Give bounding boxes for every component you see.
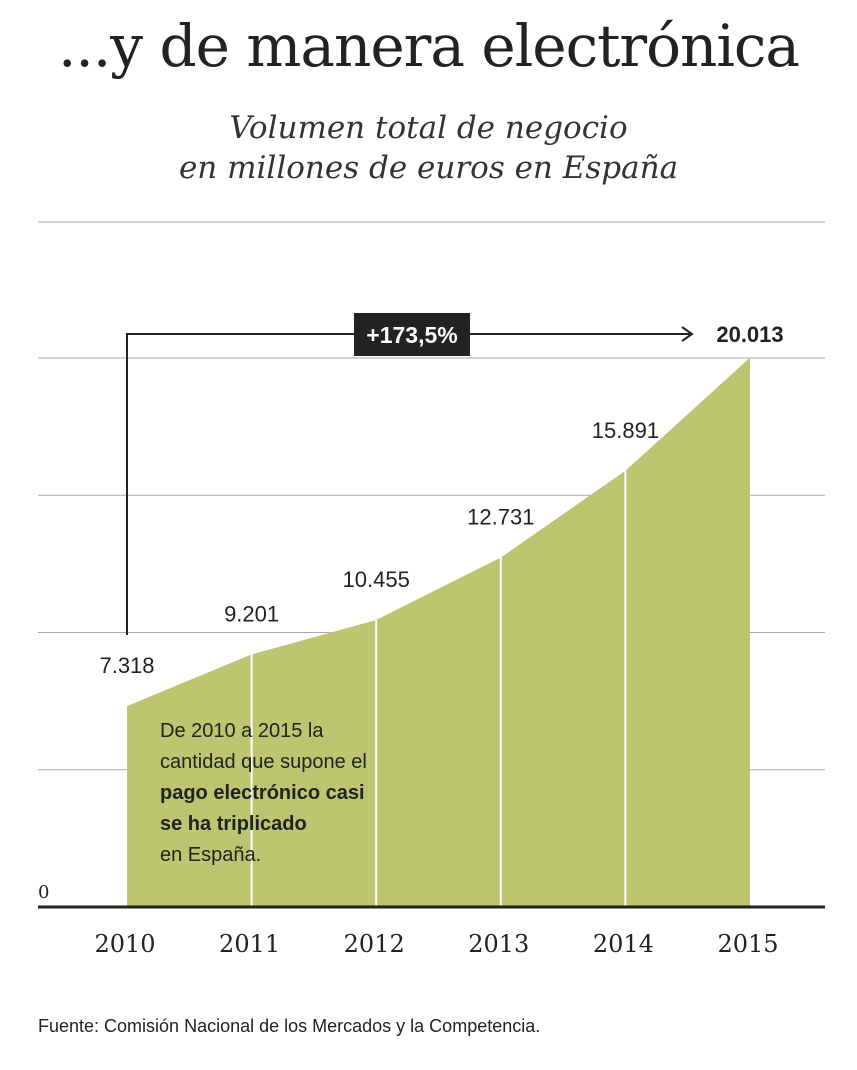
- x-tick-label: 2013: [468, 930, 529, 958]
- data-label: 9.201: [224, 601, 279, 626]
- data-label: 7.318: [99, 653, 154, 678]
- x-tick-label: 2015: [717, 930, 778, 958]
- data-label: 15.891: [592, 418, 659, 443]
- data-label: 12.731: [467, 505, 534, 530]
- arrow-icon: [681, 326, 694, 342]
- note-line: en España.: [160, 844, 262, 866]
- zero-label: 0: [38, 882, 49, 903]
- area-fill: [127, 357, 750, 907]
- growth-badge: [354, 313, 470, 356]
- note-line: De 2010 a 2015 la: [160, 720, 324, 742]
- subtitle-line-2: en millones de euros en España: [178, 150, 679, 186]
- chart-note: De 2010 a 2015 la cantidad que supone el…: [160, 716, 367, 871]
- growth-badge-label: +173,5%: [366, 322, 457, 348]
- x-tick-label: 2011: [219, 930, 280, 958]
- x-tick-label: 2014: [593, 930, 654, 958]
- note-bold-line: pago electrónico casi: [160, 782, 365, 804]
- x-tick-label: 2010: [94, 930, 155, 958]
- page-title: ...y de manera electrónica: [58, 12, 800, 80]
- data-label: 10.455: [343, 567, 410, 592]
- subtitle-line-1: Volumen total de negocio: [229, 110, 628, 146]
- note-line: cantidad que supone el: [160, 751, 367, 773]
- source-note: Fuente: Comisión Nacional de los Mercado…: [38, 1016, 541, 1036]
- growth-bracket: [126, 333, 690, 635]
- data-label: 20.013: [716, 322, 783, 347]
- note-bold-line: se ha triplicado: [160, 813, 307, 835]
- x-tick-label: 2012: [344, 930, 405, 958]
